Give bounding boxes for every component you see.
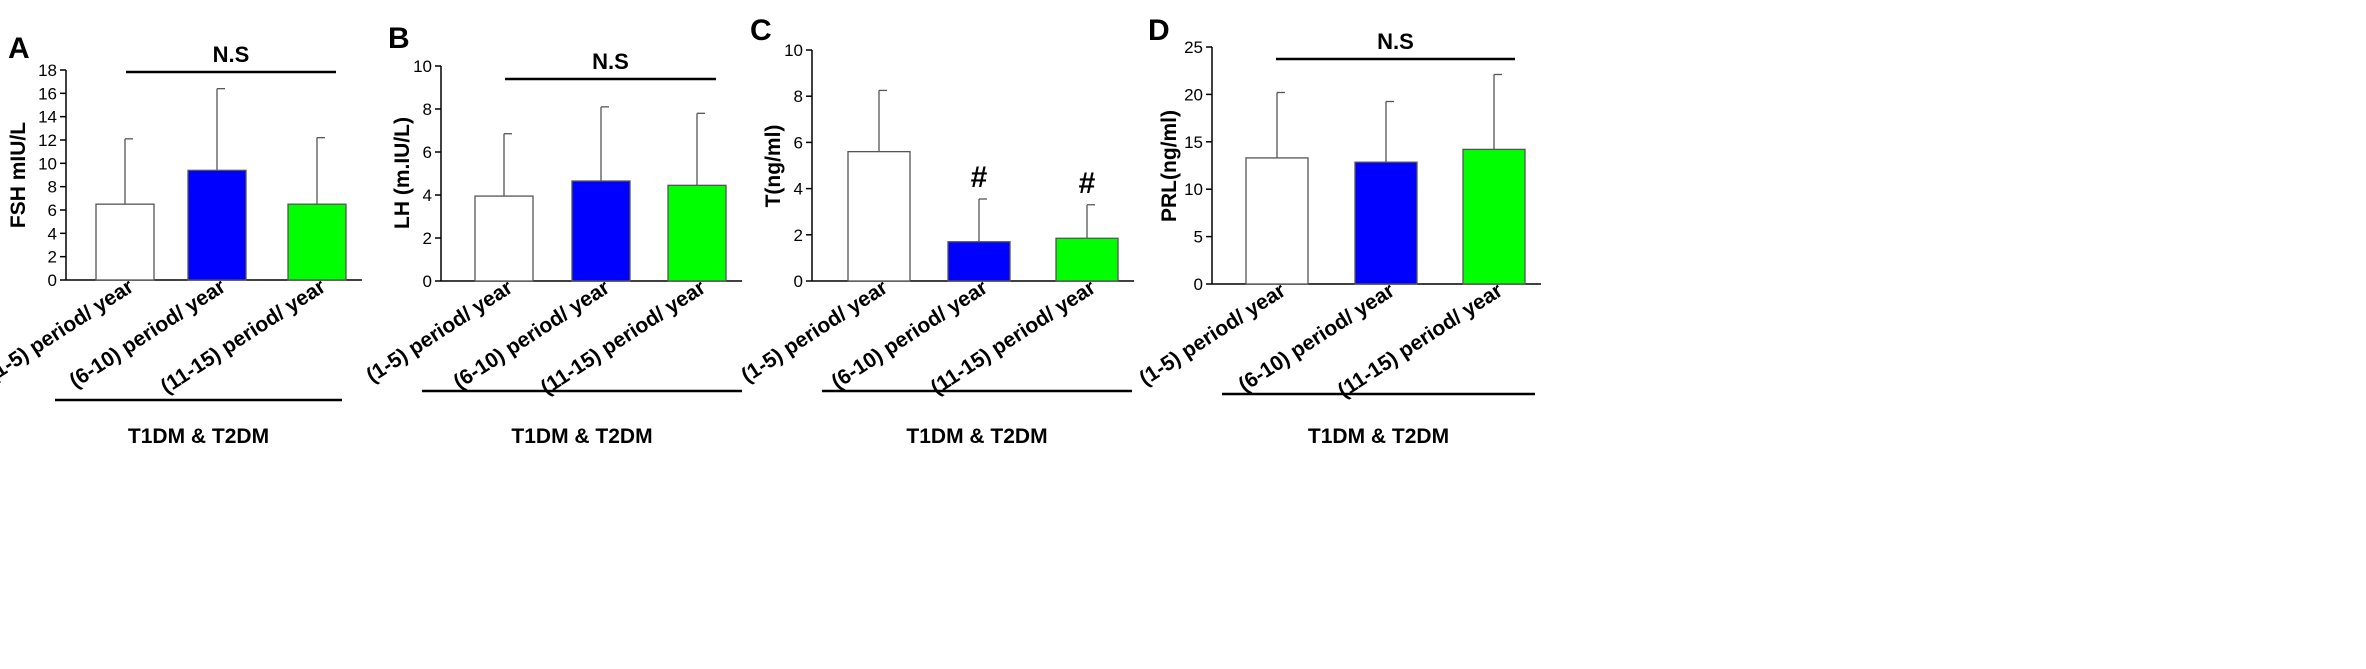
group-label: T1DM & T2DM — [511, 425, 652, 448]
y-tick-label: 0 — [794, 272, 803, 291]
bar — [1462, 148, 1526, 285]
bar — [187, 169, 247, 281]
y-tick-label: 10 — [784, 41, 803, 60]
y-tick-label: 2 — [423, 229, 432, 248]
bar — [474, 195, 534, 282]
y-tick-label: 2 — [794, 226, 803, 245]
category-label: (11-15) period/ year — [537, 276, 710, 400]
y-tick-label: 8 — [794, 87, 803, 106]
y-tick-label: 12 — [38, 131, 57, 150]
y-tick-label: 20 — [1184, 85, 1203, 104]
y-tick-label: 4 — [794, 180, 803, 199]
bar — [847, 150, 911, 282]
category-label: (1-5) period/ year — [0, 275, 138, 386]
y-tick-label: 5 — [1194, 228, 1203, 247]
y-tick-label: 8 — [48, 178, 57, 197]
ns-label: N.S — [213, 42, 250, 67]
significance-marker: # — [971, 161, 988, 194]
y-tick-label: 14 — [38, 108, 57, 127]
y-tick-label: 0 — [423, 272, 432, 291]
group-label: T1DM & T2DM — [128, 425, 269, 448]
y-axis-label: PRL(ng/ml) — [1158, 110, 1181, 222]
category-label: (6-10) period/ year — [449, 276, 613, 394]
bar — [287, 203, 347, 281]
panel-letter: B — [388, 22, 410, 55]
panel-letter: D — [1148, 14, 1170, 47]
bar — [1245, 157, 1309, 285]
y-axis-label: T(ng/ml) — [762, 125, 785, 208]
y-axis-label: FSH mIU/L — [7, 122, 30, 228]
bar — [1354, 161, 1418, 285]
y-tick-label: 0 — [48, 271, 57, 290]
y-tick-label: 10 — [413, 57, 432, 76]
category-label: (11-15) period/ year — [157, 275, 330, 399]
ns-label: N.S — [1377, 29, 1414, 54]
y-tick-label: 6 — [794, 133, 803, 152]
panel-letter: A — [8, 32, 30, 65]
ns-label: N.S — [592, 49, 629, 74]
y-axis-label: LH (m.IU/L) — [391, 117, 414, 229]
bar — [667, 184, 727, 282]
bar — [95, 203, 155, 281]
bar — [947, 241, 1011, 282]
y-tick-label: 8 — [423, 100, 432, 119]
y-tick-label: 18 — [38, 61, 57, 80]
y-tick-label: 2 — [48, 248, 57, 267]
group-label: T1DM & T2DM — [906, 425, 1047, 448]
y-tick-label: 10 — [38, 154, 57, 173]
bar — [571, 180, 631, 282]
y-tick-label: 16 — [38, 84, 57, 103]
y-tick-label: 10 — [1184, 180, 1203, 199]
panel-letter: C — [750, 14, 772, 47]
y-tick-label: 15 — [1184, 133, 1203, 152]
y-tick-label: 25 — [1184, 38, 1203, 57]
y-tick-label: 4 — [423, 186, 432, 205]
significance-marker: # — [1079, 167, 1096, 200]
y-tick-label: 4 — [48, 224, 57, 243]
y-tick-label: 0 — [1194, 275, 1203, 294]
group-label: T1DM & T2DM — [1308, 425, 1449, 448]
bar — [1055, 237, 1119, 282]
y-tick-label: 6 — [48, 201, 57, 220]
y-tick-label: 6 — [423, 143, 432, 162]
